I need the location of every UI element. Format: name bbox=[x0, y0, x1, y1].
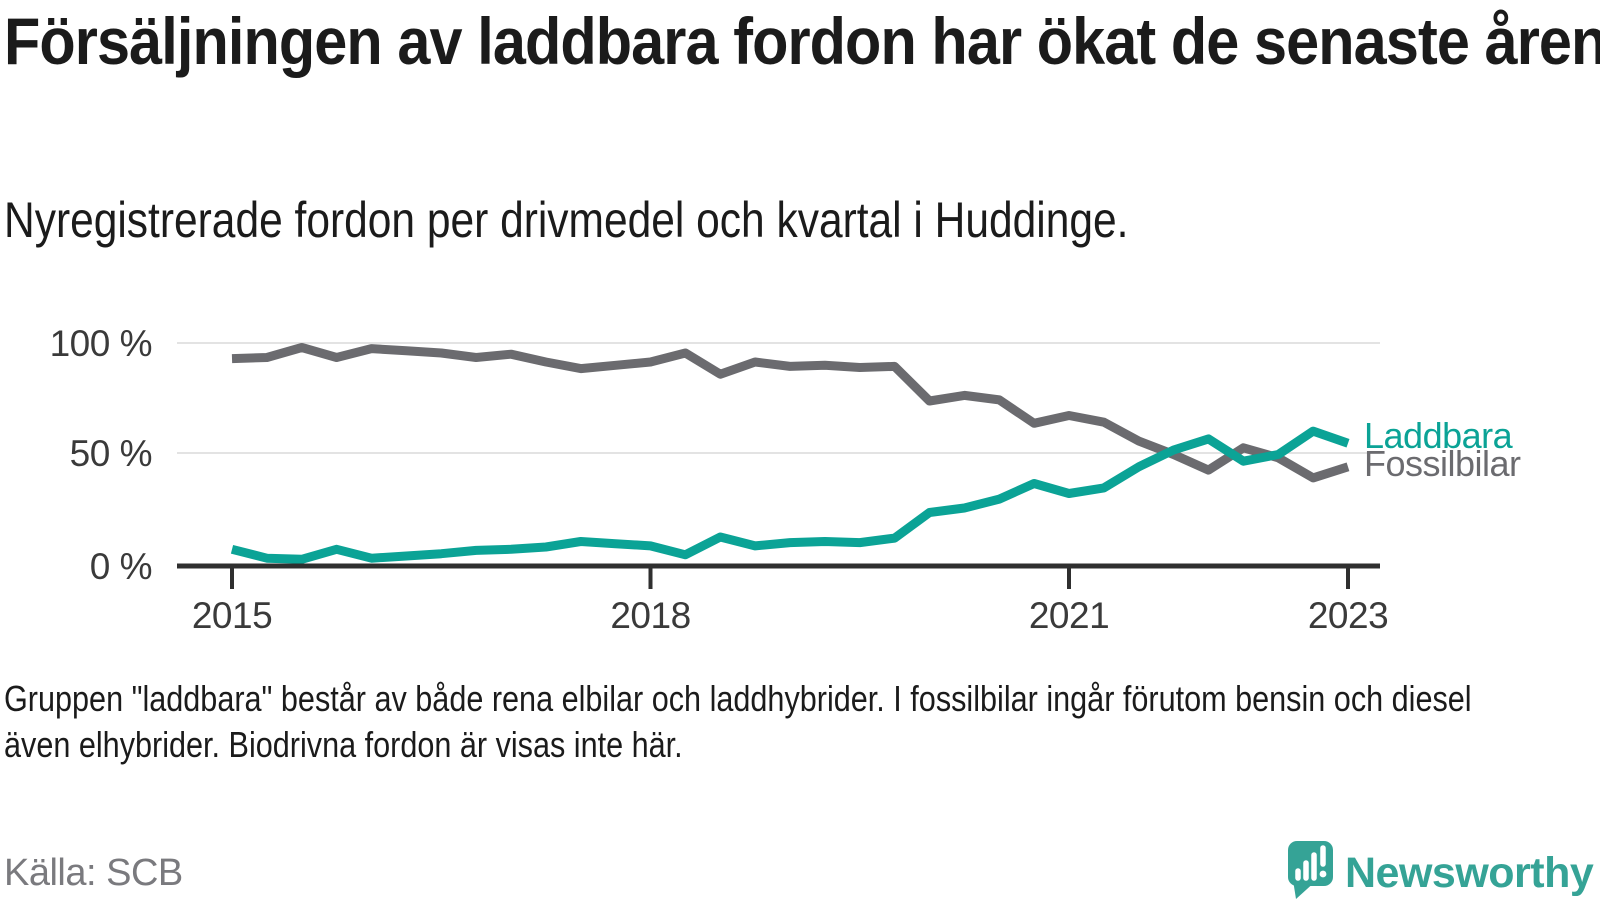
fossilbilar-series-label: Fossilbilar bbox=[1364, 443, 1521, 484]
source-label: Källa: SCB bbox=[4, 852, 183, 894]
y-tick-label-0: 0 % bbox=[90, 546, 152, 587]
line-chart: 100 % 50 % 0 % 2015 2018 2021 2023 Laddb… bbox=[50, 323, 1522, 636]
newsworthy-logo: Newsworthy bbox=[1288, 841, 1594, 899]
logo-bubble-body bbox=[1288, 841, 1333, 886]
y-tick-label-100: 100 % bbox=[50, 323, 152, 364]
page-subtitle: Nyregistrerade fordon per drivmedel och … bbox=[4, 192, 1129, 248]
page-title: Försäljningen av laddbara fordon har öka… bbox=[4, 4, 1600, 78]
y-tick-label-50: 50 % bbox=[70, 433, 152, 474]
x-tick-label-2015: 2015 bbox=[192, 595, 272, 636]
logo-wordmark: Newsworthy bbox=[1345, 849, 1594, 897]
x-tick-label-2018: 2018 bbox=[610, 595, 690, 636]
laddbara-series-label: Laddbara bbox=[1364, 415, 1514, 456]
x-tick-label-2023: 2023 bbox=[1308, 595, 1388, 636]
fossilbilar-line bbox=[231, 343, 1350, 483]
x-tick-label-2021: 2021 bbox=[1029, 595, 1109, 636]
laddbara-line bbox=[230, 426, 1350, 564]
newsworthy-bar-chart-bubble-icon bbox=[1288, 841, 1333, 899]
logo-exclamation-dot bbox=[1319, 870, 1327, 878]
chart-footnote: Gruppen "laddbara" består av både rena e… bbox=[4, 678, 1472, 765]
